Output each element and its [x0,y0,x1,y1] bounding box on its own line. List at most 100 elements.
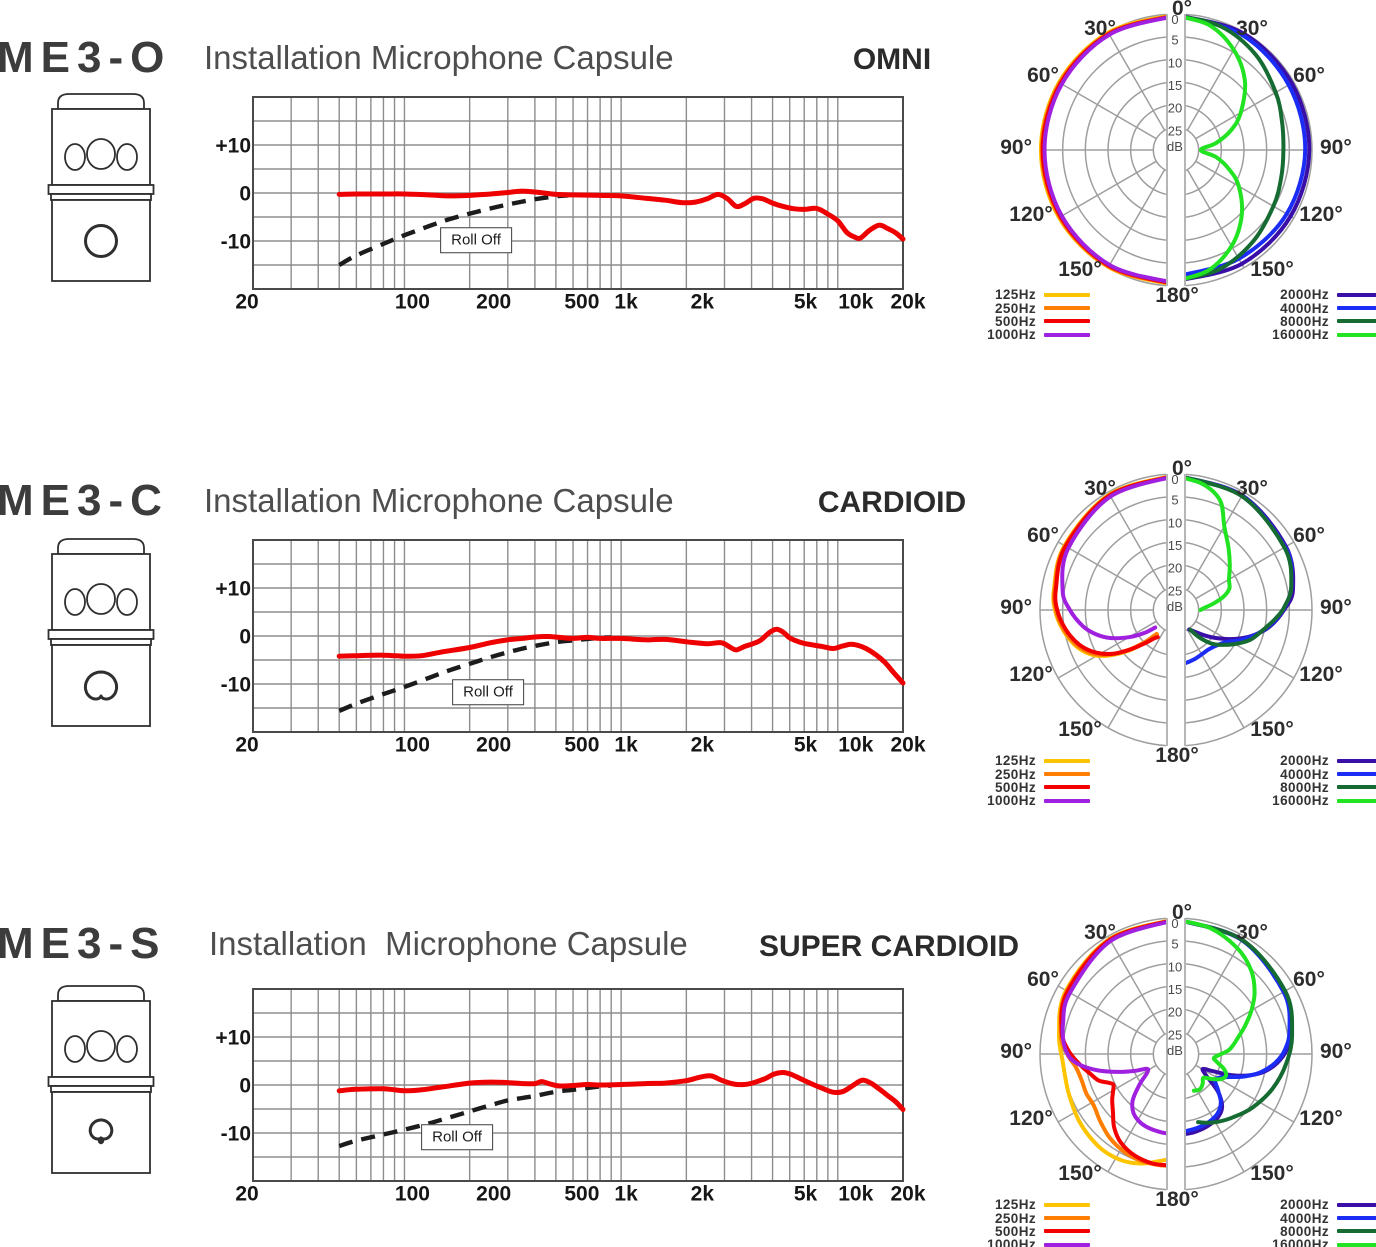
legend-swatch [1044,1216,1090,1221]
polar-angle-label: 0° [1172,457,1192,480]
polar-angle-label: 60° [1293,64,1325,87]
polar-grid-spoke [1195,1064,1295,1123]
legend-swatch [1044,319,1090,324]
polar-angle-label: 180° [1155,284,1198,307]
polar-r-tick-label: 0 [1171,12,1178,27]
legend-label: 16000Hz [1272,1237,1329,1247]
polar-grid-spoke [1186,169,1245,269]
legend-item: 16000Hz [1233,327,1376,342]
legend-item: 2000Hz [1233,287,1376,303]
model-name-me3s: ME3-S [0,919,167,968]
polar-grid-spoke [1057,985,1157,1044]
legend-swatch [1337,785,1376,790]
polar-angle-label: 150° [1058,258,1101,281]
legend-item: 500Hz [940,779,1090,795]
polar-angle-label: 0° [1172,0,1192,20]
legend-label: 2000Hz [1280,753,1329,769]
x-axis-tick-label: 200 [476,291,511,314]
polar-grid-spoke [1057,620,1157,679]
polar-curve-1000hz [1042,15,1166,284]
y-axis-tick-label: -10 [221,1123,251,1146]
polar-r-unit-label: dB [1167,139,1183,154]
polar-r-tick-label: 20 [1168,561,1182,576]
x-axis-tick-label: 20 [235,1183,258,1206]
legend-label: 8000Hz [1280,779,1329,795]
legend-item: 16000Hz [1233,793,1376,808]
polar-curve-16000hz [1186,919,1257,1093]
polar-curve-8000hz [1186,919,1295,1125]
polar-curve-4000hz [1186,15,1308,277]
mic-top-cap [57,985,145,1002]
x-axis-tick-label: 20k [890,734,925,757]
y-axis-tick-label: 0 [239,183,251,206]
polar-angle-label: 150° [1250,718,1293,741]
mic-vent-hole [116,143,138,171]
x-axis-tick-label: 100 [395,1183,430,1206]
mic-upper-body [51,1000,151,1078]
mic-vent-hole [86,583,116,615]
polar-grid-spoke [1195,160,1295,219]
polar-r-tick-label: 5 [1171,493,1178,508]
rolloff-annotation: Roll Off [440,227,512,253]
mic-ring [50,638,152,646]
legend-swatch [1337,1242,1376,1247]
polar-grid [1186,473,1313,747]
legend-label: 1000Hz [987,327,1036,343]
mic-capsule-drawing [47,93,155,282]
polar-grid-spoke [1195,620,1295,679]
polar-grid-spoke [1057,160,1157,219]
polar-legend-right: 2000Hz 4000Hz 8000Hz 16000Hz [1233,1197,1376,1247]
legend-item: 2000Hz [1233,1197,1376,1213]
x-axis-tick-label: 500 [564,291,599,314]
pattern-label-omni: OMNI [852,43,932,76]
legend-label: 500Hz [994,779,1036,795]
polar-angle-label: 60° [1293,968,1325,991]
legend-label: 2000Hz [1280,287,1329,303]
y-axis-tick-label: +10 [215,135,251,158]
polar-r-tick-label: 15 [1168,538,1182,553]
legend-swatch [1337,292,1376,297]
mic-vent-hole [116,588,138,616]
legend-item: 125Hz [940,287,1090,302]
polar-legend-right: 2000Hz 4000Hz 8000Hz 16000Hz [1233,287,1376,342]
mic-ring [47,629,155,640]
polar-angle-label: 30° [1236,477,1268,500]
mic-ring [50,1085,152,1093]
legend-label: 250Hz [994,300,1036,316]
legend-label: 4000Hz [1280,1210,1329,1226]
legend-swatch [1337,319,1376,324]
polar-angle-label: 90° [1320,136,1352,159]
legend-label: 2000Hz [1280,1197,1329,1213]
polar-angle-label: 60° [1027,64,1059,87]
x-axis-tick-label: 100 [395,291,430,314]
polar-angle-label: 60° [1027,524,1059,547]
mic-lower-body [51,1091,151,1174]
polar-curve-4000hz [1186,919,1292,1134]
x-axis-tick-label: 500 [564,1183,599,1206]
model-name-me3o: ME3-O [0,33,172,82]
page-title-me3c: Installation Microphone Capsule [204,482,674,519]
polar-curve-16000hz [1186,15,1248,281]
legend-item: 4000Hz [1233,301,1376,316]
legend-item: 125Hz [940,753,1090,769]
legend-item: 500Hz [940,313,1090,329]
legend-label: 125Hz [994,753,1036,769]
polar-angle-label: 30° [1084,921,1116,944]
x-axis-tick-label: 1k [614,291,638,314]
polar-angle-label: 120° [1009,1107,1052,1130]
polar-r-tick-label: 20 [1168,101,1182,116]
polar-r-tick-label: 5 [1171,33,1178,48]
omni-pattern-icon [84,224,118,258]
polar-r-tick-label: 10 [1168,55,1182,70]
mic-vent-hole [64,1035,86,1063]
x-axis-tick-label: 2k [691,291,715,314]
polar-r-unit-label: dB [1167,599,1183,614]
y-axis-tick-label: +10 [215,1027,251,1050]
mic-vent-hole [86,1030,116,1062]
legend-item: 125Hz [940,1197,1090,1212]
legend-label: 500Hz [994,313,1036,329]
polar-grid-spoke [1107,491,1166,591]
polar-r-tick-label: 25 [1168,123,1182,138]
polar-grid-spoke [1107,31,1166,131]
